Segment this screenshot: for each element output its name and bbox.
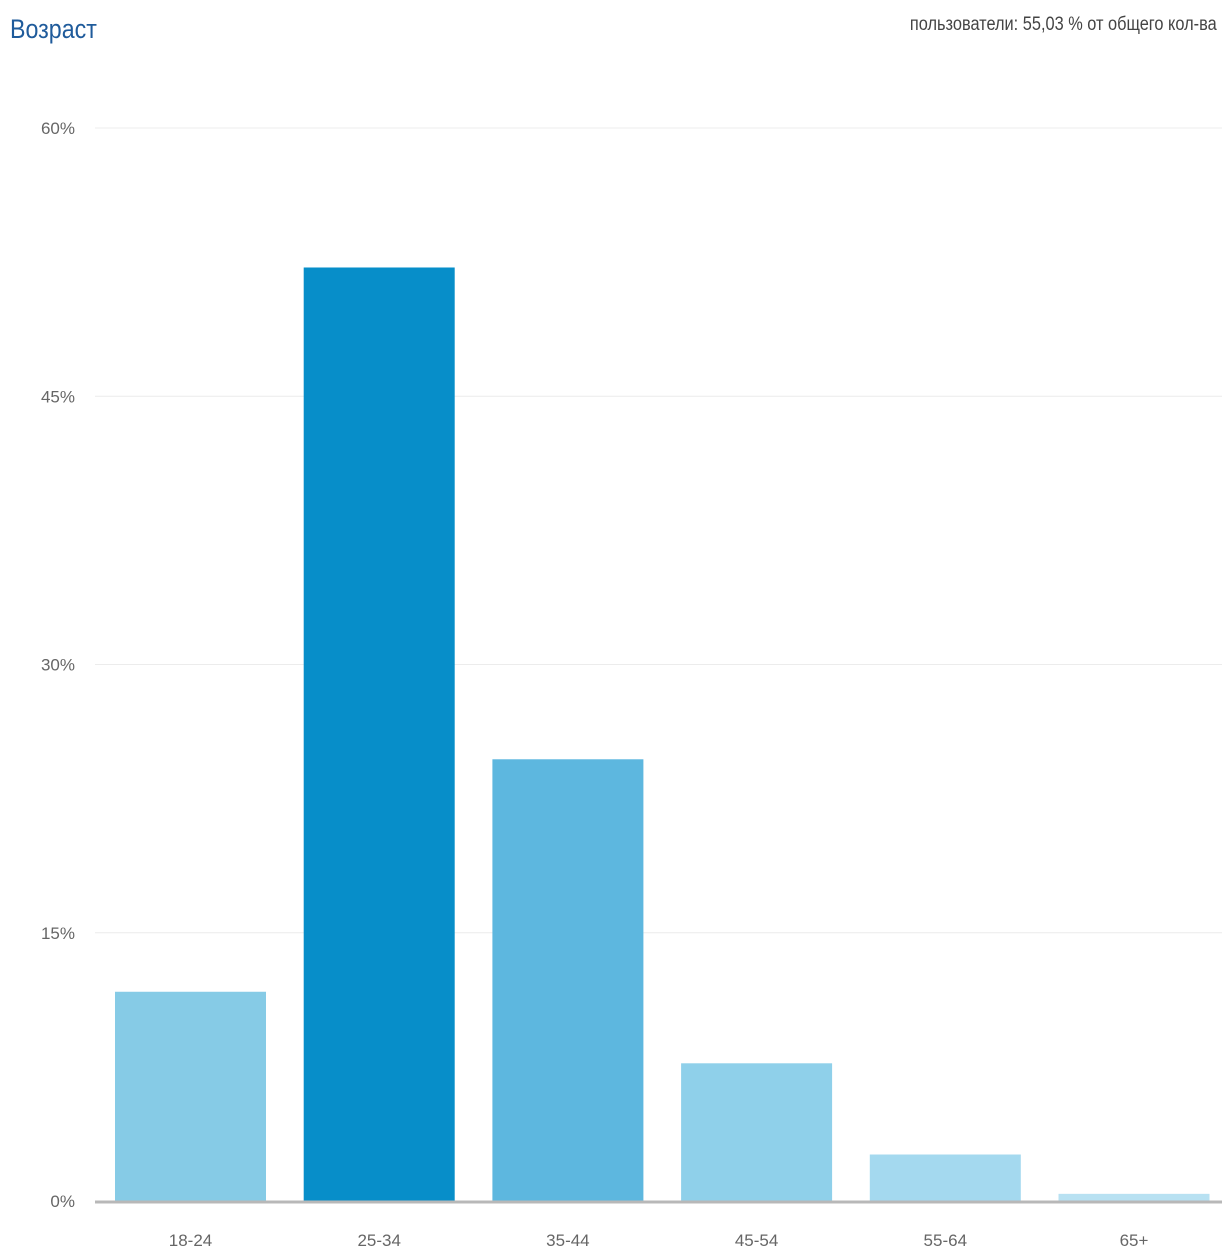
x-tick-label: 25-34 <box>357 1231 400 1250</box>
tick-labels: 0% 15% 30% 45% 60% 18-24 25-34 35-44 45-54 55-64 6… <box>41 119 1149 1250</box>
y-tick-label: 0% <box>50 1192 75 1211</box>
chart-subtitle: пользователи: 55,03 % от общего кол-ва <box>910 14 1217 35</box>
y-tick-label: 15% <box>41 924 75 943</box>
bar <box>115 991 266 1201</box>
chart-title: Возраст <box>10 14 97 44</box>
x-tick-label: 65+ <box>1120 1231 1149 1250</box>
bar <box>303 267 455 1201</box>
bar <box>681 1063 833 1201</box>
y-tick-label: 60% <box>41 119 75 138</box>
x-tick-label: 45-54 <box>735 1231 778 1250</box>
y-tick-label: 30% <box>41 656 75 675</box>
bar <box>492 759 644 1201</box>
bar <box>1058 1193 1210 1201</box>
bars <box>115 267 1210 1201</box>
x-tick-label: 55-64 <box>924 1231 967 1250</box>
gridlines <box>95 127 1222 934</box>
x-tick-label: 18-24 <box>169 1231 212 1250</box>
bar <box>869 1154 1021 1201</box>
y-tick-label: 45% <box>41 387 75 406</box>
x-tick-label: 35-44 <box>546 1231 589 1250</box>
